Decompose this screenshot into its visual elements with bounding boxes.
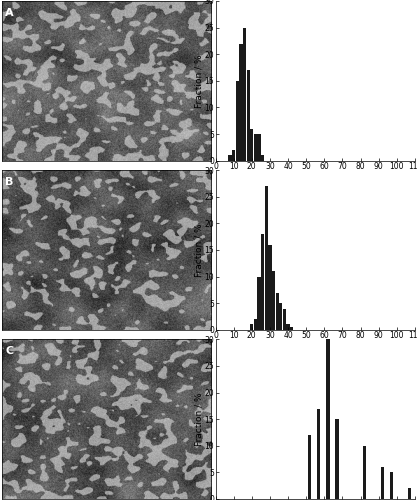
Bar	[390, 472, 393, 499]
Bar	[268, 244, 271, 330]
Bar	[308, 435, 311, 499]
Bar	[261, 156, 264, 160]
Bar	[272, 272, 275, 330]
Bar	[326, 340, 329, 499]
Bar	[229, 156, 232, 160]
Bar	[246, 70, 250, 160]
Bar	[286, 324, 290, 330]
Bar	[265, 186, 268, 330]
Bar	[250, 324, 254, 330]
Text: A: A	[5, 8, 14, 18]
Bar	[254, 319, 257, 330]
Bar	[236, 81, 239, 160]
Text: B: B	[5, 177, 14, 187]
Bar	[257, 276, 261, 330]
Bar	[250, 128, 254, 160]
Bar	[261, 234, 264, 330]
X-axis label: Cell size / μm: Cell size / μm	[285, 342, 346, 350]
Bar	[335, 419, 339, 499]
Bar	[362, 446, 366, 499]
Bar	[276, 292, 279, 330]
Bar	[232, 150, 235, 160]
Y-axis label: Fraction / %: Fraction / %	[194, 54, 203, 108]
Y-axis label: Fraction / %: Fraction / %	[194, 223, 203, 277]
Bar	[283, 308, 286, 330]
Bar	[254, 134, 257, 160]
Bar	[257, 134, 261, 160]
Bar	[239, 44, 243, 160]
Bar	[317, 408, 321, 499]
Y-axis label: Fraction / %: Fraction / %	[194, 392, 203, 446]
Text: C: C	[5, 346, 13, 356]
Bar	[381, 467, 384, 499]
X-axis label: Cell size / μm: Cell size / μm	[285, 172, 346, 182]
Bar	[243, 28, 246, 160]
Bar	[290, 327, 293, 330]
Bar	[279, 303, 282, 330]
Bar	[408, 488, 411, 499]
